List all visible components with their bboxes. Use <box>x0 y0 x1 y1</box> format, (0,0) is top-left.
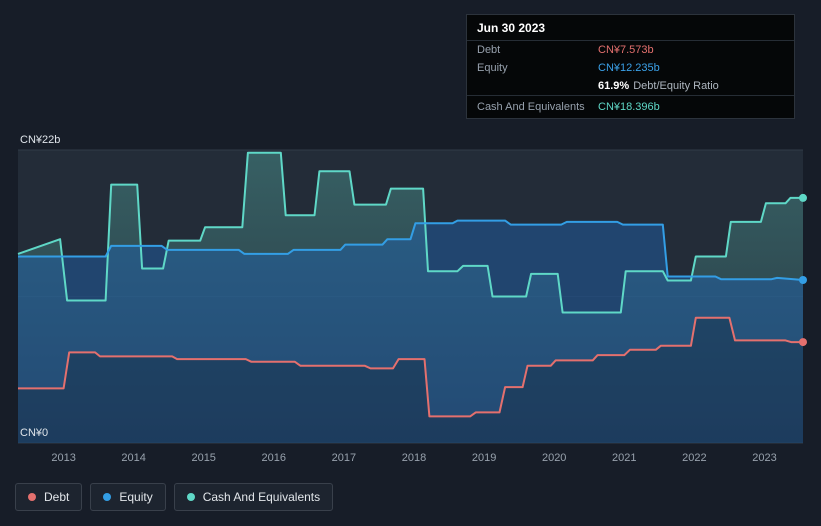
x-tick-2017: 2017 <box>332 452 356 464</box>
x-tick-2014: 2014 <box>121 452 145 464</box>
chart-tooltip: Jun 30 2023 Debt CN¥7.573b Equity CN¥12.… <box>466 14 795 119</box>
area-cash-and-equivalents <box>18 152 803 443</box>
tooltip-cash-value: CN¥18.396b <box>598 101 660 113</box>
x-tick-2018: 2018 <box>402 452 426 464</box>
cash-dot-icon <box>186 493 195 501</box>
x-tick-2019: 2019 <box>472 452 496 464</box>
tooltip-equity-row: Equity CN¥12.235b <box>467 59 794 77</box>
x-tick-2016: 2016 <box>262 452 286 464</box>
y-axis-label-22: CN¥22b <box>20 134 60 146</box>
legend-item-equity[interactable]: Equity <box>90 483 166 511</box>
x-tick-2023: 2023 <box>752 452 776 464</box>
y-axis-label-0: CN¥0 <box>20 427 48 439</box>
endpoint-cash-and-equivalents <box>799 193 807 202</box>
line-equity <box>18 219 804 281</box>
legend-item-debt[interactable]: Debt <box>15 483 83 511</box>
tooltip-cash-label: Cash And Equivalents <box>477 101 585 113</box>
area-debt <box>18 317 803 443</box>
endpoint-debt <box>799 338 807 347</box>
tooltip-debt-label: Debt <box>477 44 501 56</box>
tooltip-debt-value: CN¥7.573b <box>598 44 654 56</box>
x-tick-2020: 2020 <box>542 452 566 464</box>
tooltip-equity-value: CN¥12.235b <box>598 62 660 74</box>
legend-equity-label: Equity <box>119 490 153 504</box>
x-tick-2022: 2022 <box>682 452 706 464</box>
endpoint-equity <box>799 276 807 284</box>
tooltip-date: Jun 30 2023 <box>467 15 794 41</box>
area-equity <box>18 220 803 443</box>
chart-legend: Debt Equity Cash And Equivalents <box>15 483 334 511</box>
tooltip-debt-row: Debt CN¥7.573b <box>467 41 794 59</box>
tooltip-ratio-percent: 61.9% <box>598 80 630 92</box>
tooltip-ratio-value: 61.9% Debt/Equity Ratio <box>598 80 719 92</box>
tooltip-ratio-row: 61.9% Debt/Equity Ratio <box>467 77 794 95</box>
x-tick-2021: 2021 <box>612 452 636 464</box>
tooltip-ratio-label: Debt/Equity Ratio <box>633 80 719 92</box>
tooltip-cash-row: Cash And Equivalents CN¥18.396b <box>467 95 794 118</box>
tooltip-equity-label: Equity <box>477 62 508 74</box>
legend-item-cash[interactable]: Cash And Equivalents <box>173 483 334 511</box>
legend-cash-label: Cash And Equivalents <box>202 490 321 504</box>
line-cash-and-equivalents <box>17 151 803 314</box>
x-tick-2013: 2013 <box>51 452 75 464</box>
line-debt <box>18 316 803 418</box>
equity-dot-icon <box>103 493 112 501</box>
legend-debt-label: Debt <box>44 490 70 504</box>
x-tick-2015: 2015 <box>191 452 215 464</box>
debt-dot-icon <box>28 493 36 501</box>
debt-equity-history-chart[interactable]: 2013 2014 2015 2016 2017 2018 2019 2020 2021 2022… <box>0 0 821 478</box>
